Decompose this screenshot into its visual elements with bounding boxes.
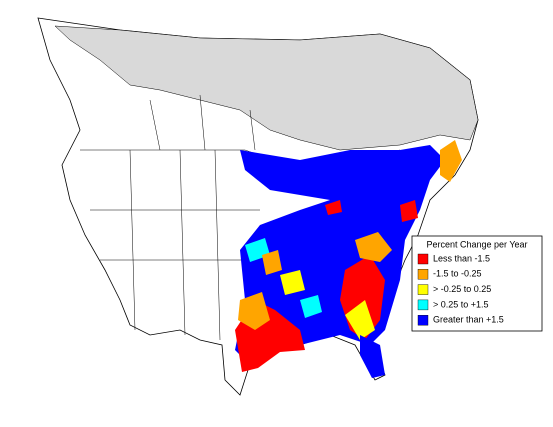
legend-swatch: [417, 299, 429, 311]
range-patch: [238, 292, 270, 330]
range-patch: [235, 145, 445, 365]
legend-label: -1.5 to -0.25: [433, 269, 482, 279]
legend-swatch: [417, 315, 429, 326]
legend-swatch: [417, 284, 429, 295]
legend-label: Greater than +1.5: [433, 315, 504, 325]
legend-label: > -0.25 to 0.25: [433, 284, 491, 294]
range-patches: [235, 140, 462, 378]
range-patch: [360, 335, 385, 378]
legend-title: Percent Change per Year: [426, 239, 527, 249]
range-patch: [345, 300, 375, 340]
legend-label: > 0.25 to +1.5: [433, 299, 489, 309]
range-patch: [262, 250, 282, 275]
range-patch: [325, 200, 342, 215]
range-patch: [440, 140, 462, 182]
legend: Percent Change per Year Less than -1.5 -1…: [411, 235, 543, 332]
legend-box: [411, 235, 543, 332]
no-data-region: [54, 25, 479, 151]
range-patch: [280, 270, 305, 295]
legend-swatch: [417, 253, 429, 265]
range-patch: [400, 200, 418, 222]
range-patch: [300, 295, 322, 318]
range-patch: [355, 232, 392, 262]
legend-label: Less than -1.5: [433, 253, 490, 263]
legend-swatch: [417, 269, 429, 280]
